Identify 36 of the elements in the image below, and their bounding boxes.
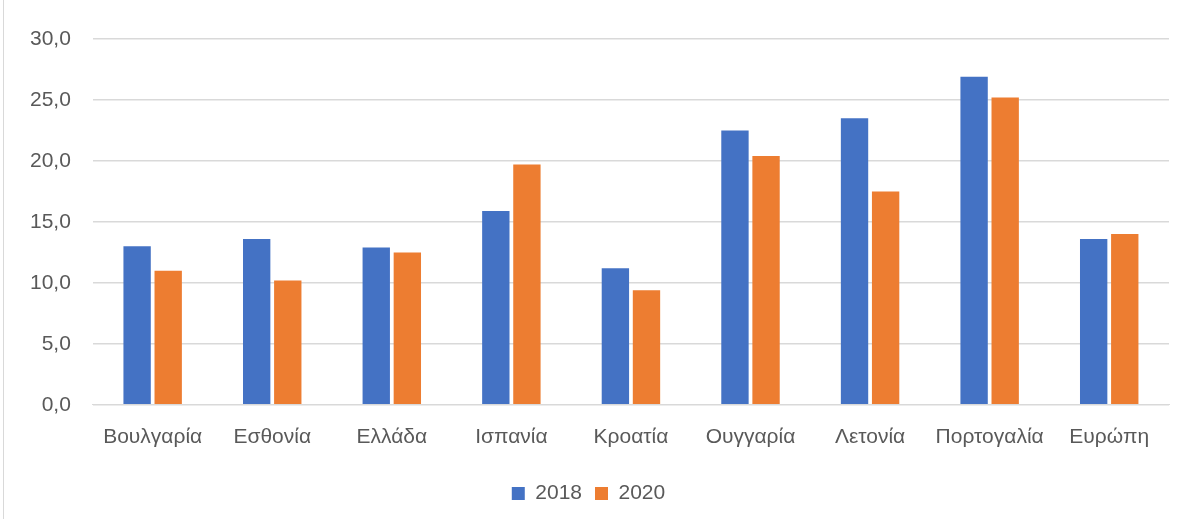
x-tick-label: Ελλάδα <box>356 424 428 448</box>
y-tick-label: 20,0 <box>30 147 71 171</box>
bar <box>274 280 302 405</box>
x-tick-label: Ισπανία <box>475 424 548 448</box>
bar <box>840 118 869 405</box>
bar <box>123 246 151 405</box>
bar <box>601 268 630 405</box>
y-tick-label: 5,0 <box>41 330 71 354</box>
x-tick-label: Ουγγαρία <box>705 424 796 448</box>
bar <box>482 210 510 405</box>
bar <box>960 76 988 405</box>
x-tick-label: Εσθονία <box>233 424 312 448</box>
x-tick-label: Βουλγαρία <box>103 424 203 448</box>
bar <box>243 238 271 405</box>
y-tick-label: 25,0 <box>30 86 71 110</box>
bar <box>1111 234 1139 405</box>
bar <box>752 156 780 405</box>
x-tick-label: Ευρώπη <box>1069 424 1150 448</box>
legend-label: 2018 <box>535 480 582 504</box>
bar <box>632 290 661 405</box>
bar <box>393 252 422 405</box>
bar <box>991 97 1019 405</box>
y-tick-label: 0,0 <box>41 391 71 415</box>
x-tick-label: Λετονία <box>834 424 906 448</box>
legend-label: 2020 <box>618 480 666 504</box>
bar <box>154 270 182 405</box>
bar <box>362 247 390 405</box>
y-tick-label: 15,0 <box>30 208 71 232</box>
y-tick-label: 30,0 <box>30 25 71 49</box>
y-tick-label: 10,0 <box>30 269 71 293</box>
bar <box>513 164 541 405</box>
bar <box>721 130 749 405</box>
bar <box>871 191 900 405</box>
bar <box>1079 238 1108 405</box>
x-tick-label: Πορτογαλία <box>935 424 1044 448</box>
x-tick-label: Κροατία <box>593 424 669 448</box>
